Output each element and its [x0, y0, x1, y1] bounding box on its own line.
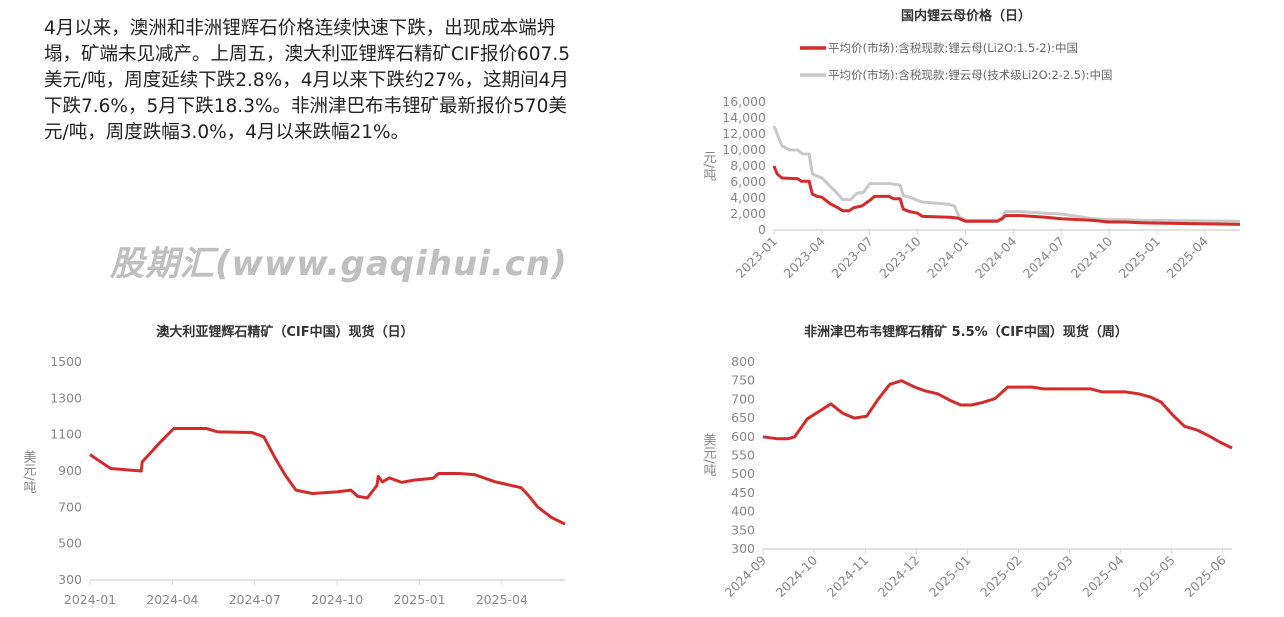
y-tick-label: 650 — [731, 410, 755, 425]
y-tick-label: 450 — [731, 485, 755, 500]
x-tick-label: 2024-11 — [824, 553, 872, 601]
x-tick-label: 2023-10 — [876, 233, 924, 281]
x-tick-label: 2024-07 — [229, 592, 281, 607]
y-tick-label: 4,000 — [730, 190, 766, 205]
x-tick-label: 2024-10 — [1068, 233, 1116, 281]
x-tick-label: 2024-10 — [311, 592, 363, 607]
y-tick-label: 750 — [731, 373, 755, 388]
x-tick-label: 2023-04 — [780, 233, 828, 281]
x-tick-label: 2024-12 — [875, 553, 923, 601]
commentary-paragraph: 4月以来，澳洲和非洲锂辉石价格连续快速下跌，出现成本端坍塌，矿端未见减产。上周五… — [44, 18, 570, 143]
x-tick-label: 2024-01 — [924, 234, 972, 282]
x-tick-label: 2025-06 — [1181, 552, 1229, 600]
series-line-1 — [772, 125, 1241, 223]
chart-title: 非洲津巴布韦锂辉石精矿 5.5%（CIF中国）现货（周） — [804, 324, 1128, 340]
x-tick-label: 2024-04 — [146, 592, 198, 607]
y-tick-label: 800 — [731, 354, 755, 369]
legend-label: 平均价(市场):含税现款:锂云母(技术级Li2O:2-2.5):中国 — [828, 68, 1112, 82]
y-tick-label: 14,000 — [722, 110, 766, 125]
chart-zimbabwe: 非洲津巴布韦锂辉石精矿 5.5%（CIF中国）现货（周） 美元/吨 300 350 40… — [701, 324, 1233, 600]
y-tick-label: 900 — [58, 463, 82, 478]
y-axis-label: 美元/吨 — [701, 433, 717, 477]
x-tick-label: 2025-03 — [1028, 553, 1076, 601]
y-axis-label: 美元/吨 — [21, 450, 37, 494]
y-tick-label: 300 — [731, 541, 755, 556]
y-tick-label: 600 — [731, 429, 755, 444]
y-tick-label: 2,000 — [730, 206, 766, 221]
y-tick-label: 1300 — [50, 390, 82, 405]
y-tick-label: 8,000 — [730, 158, 766, 173]
y-tick-label: 12,000 — [722, 126, 766, 141]
y-tick-label: 350 — [731, 522, 755, 537]
x-tick-label: 2025-02 — [977, 553, 1025, 601]
series-line-0 — [762, 379, 1233, 450]
x-tick-label: 2025-01 — [1116, 234, 1164, 282]
x-tick-label: 2024-10 — [773, 552, 821, 600]
series-line-0 — [772, 165, 1241, 226]
x-tick-label: 2023-07 — [828, 234, 876, 282]
x-tick-label: 2025-05 — [1130, 553, 1178, 601]
x-tick-label: 2024-04 — [972, 233, 1020, 281]
x-tick-label: 2024-01 — [64, 592, 116, 607]
y-tick-label: 500 — [731, 466, 755, 481]
x-tick-label: 2023-01 — [733, 234, 781, 282]
y-tick-label: 300 — [58, 572, 82, 587]
chart-australia: 澳大利亚锂辉石精矿（CIF中国）现货（日） 美元/吨 300 500 700 900 110… — [21, 324, 566, 607]
x-tick-label: 2025-01 — [926, 553, 974, 601]
y-tick-label: 700 — [58, 499, 82, 514]
x-tick-label: 2025-01 — [393, 592, 445, 607]
x-tick-label: 2024-09 — [722, 552, 770, 600]
legend-label: 平均价(市场):含税现款:锂云母(Li2O:1.5-2):中国 — [828, 41, 1078, 55]
watermark: 股期汇(www.gaqihui.cn) — [110, 244, 568, 284]
y-tick-label: 1500 — [50, 354, 82, 369]
x-tick-label: 2024-07 — [1020, 234, 1068, 282]
x-tick-label: 2025-04 — [476, 592, 528, 607]
y-tick-label: 550 — [731, 448, 755, 463]
y-tick-label: 400 — [731, 504, 755, 519]
y-tick-label: 0 — [758, 222, 766, 237]
series-line-0 — [89, 427, 566, 526]
y-tick-label: 700 — [731, 391, 755, 406]
y-axis-label: 元/吨 — [701, 151, 717, 182]
y-tick-label: 1100 — [50, 427, 82, 442]
chart-lepidolite: 国内锂云母价格（日） 元/吨 02,0004,0006,0008,00010,000… — [701, 8, 1241, 281]
chart-title: 澳大利亚锂辉石精矿（CIF中国）现货（日） — [156, 324, 413, 340]
y-tick-label: 6,000 — [730, 174, 766, 189]
y-tick-label: 500 — [58, 536, 82, 551]
y-tick-label: 16,000 — [722, 94, 766, 109]
x-tick-label: 2025-04 — [1163, 233, 1211, 281]
chart-title: 国内锂云母价格（日） — [901, 8, 1031, 24]
y-tick-label: 10,000 — [722, 142, 766, 157]
x-tick-label: 2025-04 — [1079, 552, 1127, 600]
